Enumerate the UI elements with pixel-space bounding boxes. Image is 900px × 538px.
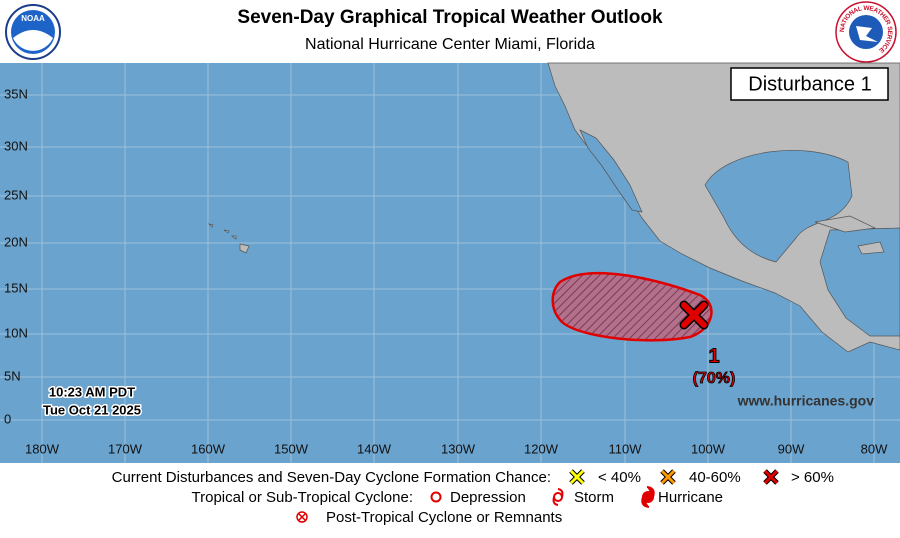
legend-storm-icon	[552, 488, 564, 506]
lon-label: 130W	[441, 441, 476, 456]
lon-label: 140W	[357, 441, 392, 456]
timestamp-date: Tue Oct 21 2025	[43, 402, 141, 417]
legend-formation-item: < 40%	[598, 469, 641, 486]
disturbance-chance: (70%)	[693, 370, 736, 387]
hispaniola	[857, 241, 885, 255]
lon-label: 90W	[778, 441, 805, 456]
legend-post-tropical-x	[298, 513, 306, 521]
title-box	[730, 67, 889, 101]
caribbean	[819, 227, 900, 337]
lon-label: 80W	[861, 441, 888, 456]
lat-label: 15N	[4, 280, 28, 295]
cuba	[814, 215, 877, 233]
title-box-text: Disturbance 1	[748, 73, 871, 95]
timestamp-time: 10:23 AM PDT	[49, 384, 135, 399]
lat-label: 30N	[4, 138, 28, 153]
legend-formation-item: > 60%	[791, 469, 834, 486]
lon-label: 180W	[25, 441, 60, 456]
title: Seven-Day Graphical Tropical Weather Out…	[237, 7, 663, 28]
nws-logo: NATIONAL WEATHER SERVICE	[835, 1, 897, 63]
subtitle: National Hurricane Center Miami, Florida	[305, 36, 595, 53]
header-bg	[0, 0, 900, 63]
lat-label: 10N	[4, 325, 28, 340]
disturbance-area	[551, 271, 713, 342]
legend-depression-icon	[430, 491, 442, 503]
noaa-logo: NOAA	[5, 4, 61, 60]
noaa-logo-text: NOAA	[21, 14, 45, 23]
lon-label: 110W	[609, 441, 643, 456]
website: www.hurricanes.gov	[737, 393, 875, 409]
legend-formation-item: 40-60%	[689, 469, 741, 486]
legend-x-mid-fill	[660, 469, 676, 485]
disturbance-marker	[679, 300, 709, 330]
lat-label: 0	[4, 411, 11, 426]
legend-hurricane-icon	[641, 486, 655, 508]
lon-label: 170W	[108, 441, 143, 456]
lat-label: 20N	[4, 234, 28, 249]
legend-formation-label: Current Disturbances and Seven-Day Cyclo…	[112, 469, 551, 486]
lat-label: 25N	[4, 187, 28, 202]
legend-post-tropical: Post-Tropical Cyclone or Remnants	[326, 509, 562, 526]
gulf-of-california	[579, 129, 643, 213]
disturbance-id: 1	[708, 345, 719, 367]
legend-x-high-fill	[763, 469, 779, 485]
legend-x-low-fill	[569, 469, 585, 485]
legend-cyclone-label: Tropical or Sub-Tropical Cyclone:	[192, 489, 413, 506]
legend: Current Disturbances and Seven-Day Cyclo…	[112, 469, 834, 526]
lon-label: 160W	[191, 441, 226, 456]
legend-cyclone-item: Depression	[450, 489, 526, 506]
lat-label: 35N	[4, 86, 28, 101]
lat-label: 5N	[4, 368, 21, 383]
legend-cyclone-item: Storm	[574, 489, 614, 506]
land	[207, 62, 900, 353]
lon-label: 100W	[691, 441, 726, 456]
hawaii	[207, 223, 250, 254]
legend-cyclone-item: Hurricane	[658, 489, 723, 506]
lon-label: 150W	[274, 441, 309, 456]
lon-label: 120W	[524, 441, 559, 456]
gulf-of-mexico	[704, 150, 853, 263]
legend-post-tropical-icon	[296, 511, 308, 523]
